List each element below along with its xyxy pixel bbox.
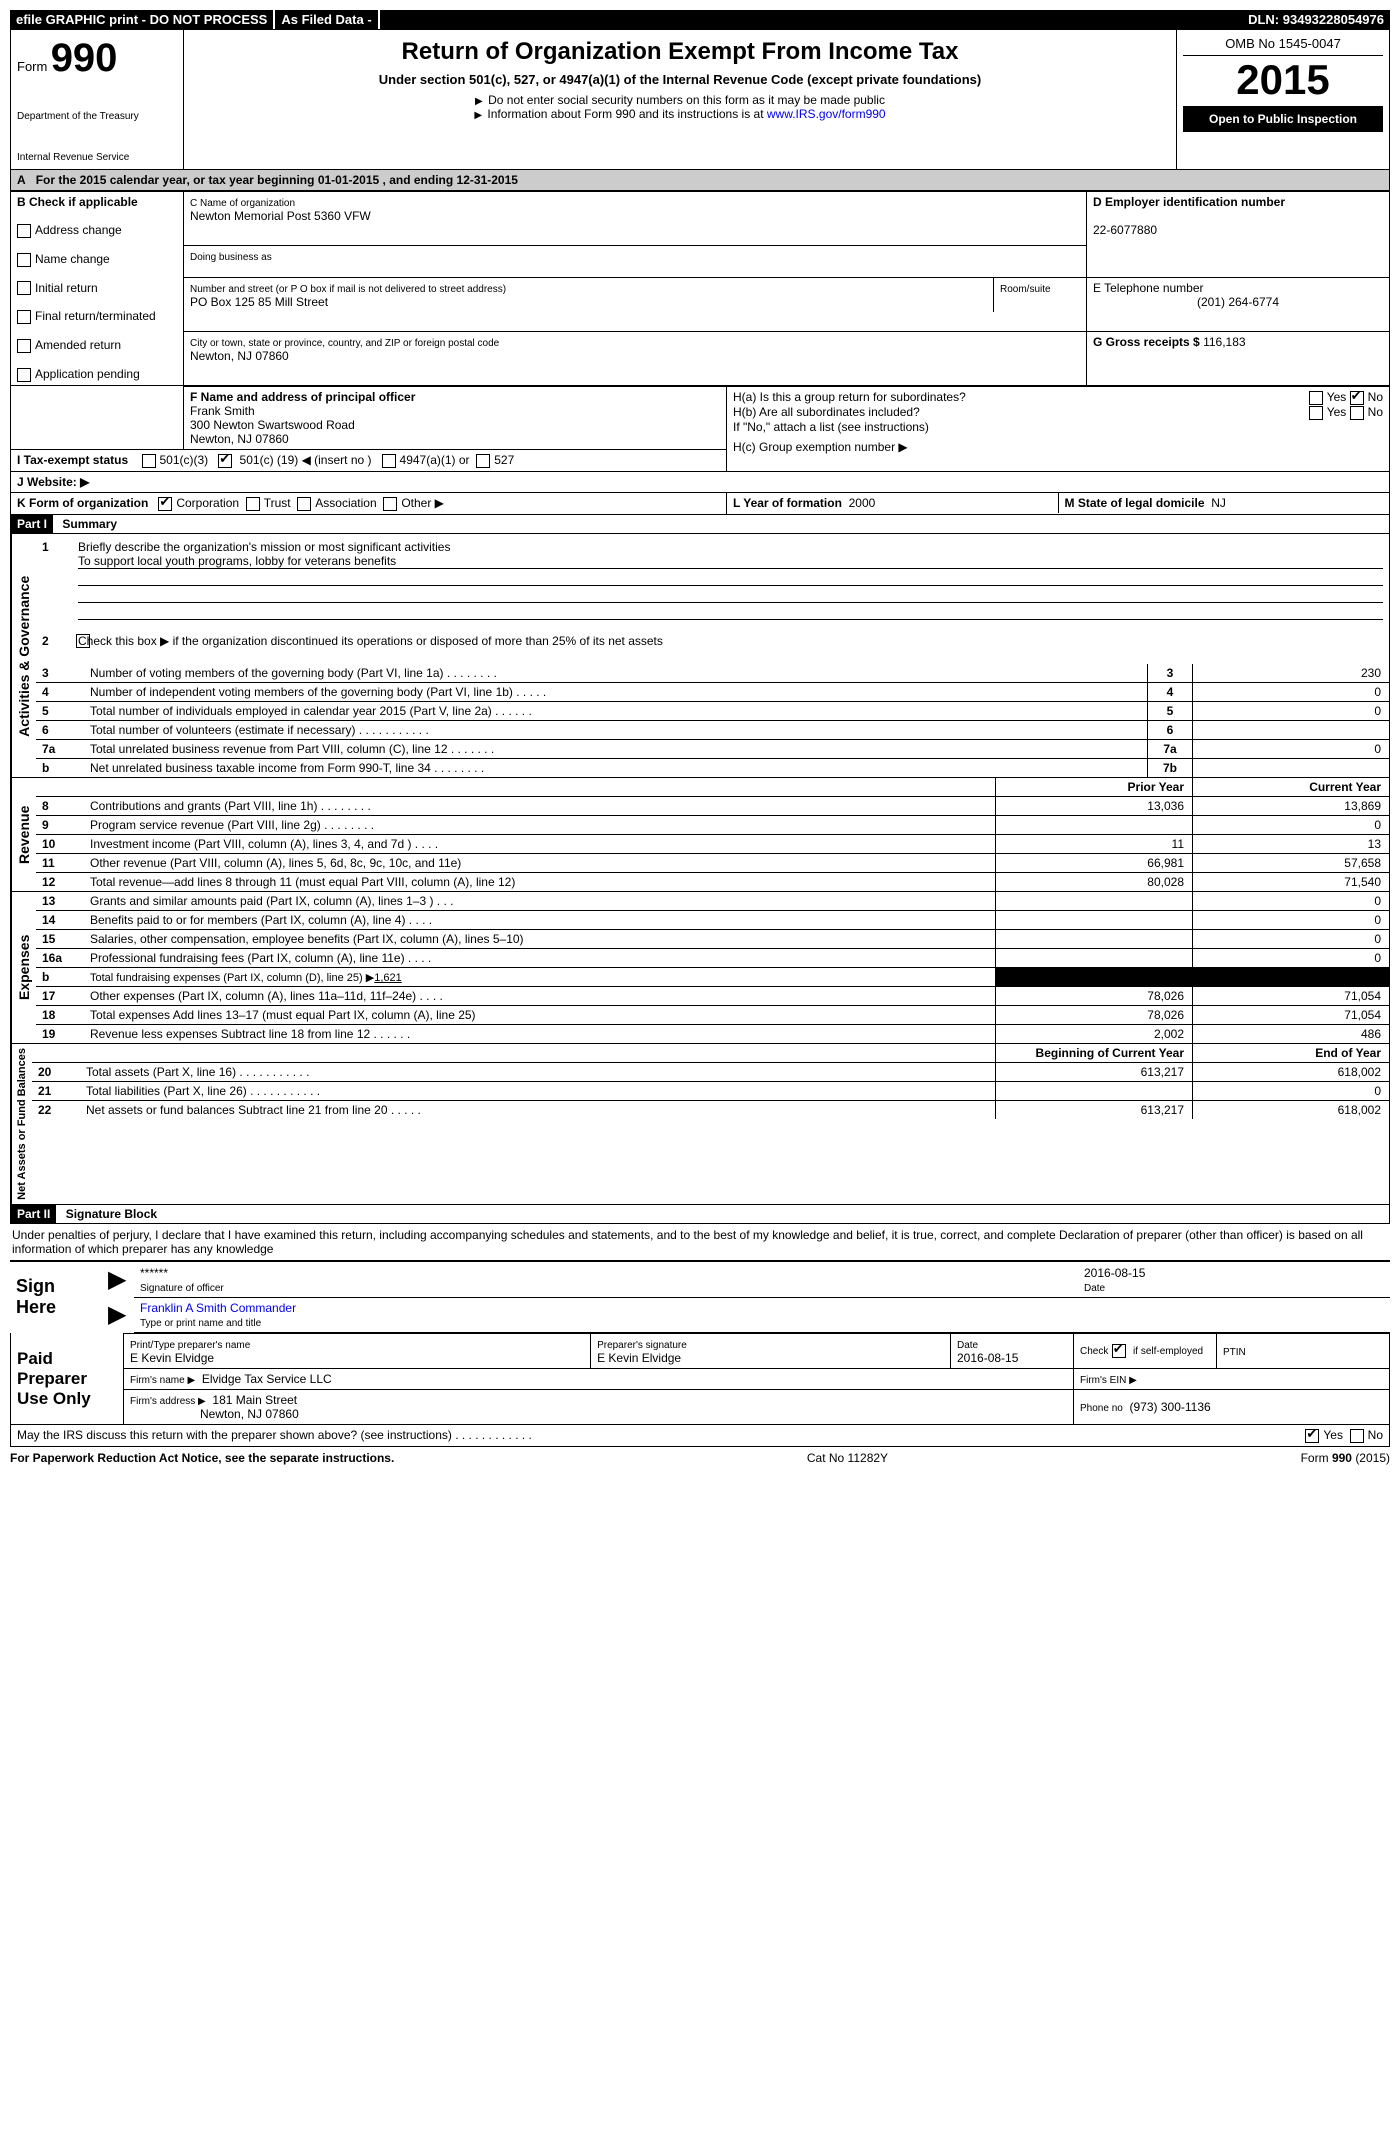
netasset-line: 20Total assets (Part X, line 16) . . . .… xyxy=(32,1063,1389,1082)
checkbox[interactable] xyxy=(1350,1429,1364,1443)
form-header: Form 990 Department of the Treasury Inte… xyxy=(10,29,1390,170)
paid-preparer: Paid Preparer Use Only Print/Type prepar… xyxy=(10,1333,1390,1425)
checkbox[interactable] xyxy=(1305,1429,1319,1443)
efile-notice: efile GRAPHIC print - DO NOT PROCESS xyxy=(10,10,275,29)
gov-line: bNet unrelated business taxable income f… xyxy=(36,759,1389,777)
checkbox[interactable] xyxy=(142,454,156,468)
as-filed: As Filed Data - xyxy=(275,10,379,29)
dba: Doing business as xyxy=(184,245,1087,277)
section-b: B Check if applicable Address change Nam… xyxy=(11,192,184,386)
part-ii-header: Part II Signature Block xyxy=(10,1205,1390,1224)
title-box: Return of Organization Exempt From Incom… xyxy=(184,30,1177,169)
checkbox[interactable] xyxy=(1309,406,1323,420)
net-assets-section: Net Assets or Fund Balances Beginning of… xyxy=(10,1044,1390,1205)
checkbox[interactable] xyxy=(218,454,232,468)
perjury-statement: Under penalties of perjury, I declare th… xyxy=(10,1224,1390,1260)
checkbox[interactable] xyxy=(246,497,260,511)
end-year-header: End of Year xyxy=(1192,1044,1389,1062)
checkbox[interactable] xyxy=(1350,406,1364,420)
section-f: F Name and address of principal officer … xyxy=(184,386,727,449)
expense-line: 14Benefits paid to or for members (Part … xyxy=(36,911,1389,930)
expense-line: 17Other expenses (Part IX, column (A), l… xyxy=(36,987,1389,1006)
form-title: Return of Organization Exempt From Incom… xyxy=(190,38,1170,66)
checkbox[interactable] xyxy=(76,634,90,648)
section-i: I Tax-exempt status 501(c)(3) 501(c) (19… xyxy=(11,449,727,471)
revenue-section: Revenue Prior Year Current Year 8Contrib… xyxy=(10,778,1390,892)
year-box: OMB No 1545-0047 2015 Open to Public Ins… xyxy=(1177,30,1389,169)
section-h: H(a) Is this a group return for subordin… xyxy=(727,386,1390,471)
checkbox[interactable] xyxy=(1112,1344,1126,1358)
arrow-icon xyxy=(474,107,484,121)
checkbox[interactable] xyxy=(382,454,396,468)
expense-line: 13Grants and similar amounts paid (Part … xyxy=(36,892,1389,911)
netasset-line: 21Total liabilities (Part X, line 26) . … xyxy=(32,1082,1389,1101)
part-i-header: Part I Summary xyxy=(10,515,1390,534)
sign-here: Sign Here ▶ ****** Signature of officer … xyxy=(10,1260,1390,1333)
activities-governance: Activities & Governance 1 Briefly descri… xyxy=(10,534,1390,779)
gov-line: 7aTotal unrelated business revenue from … xyxy=(36,740,1389,759)
section-c-addr: Number and street (or P O box if mail is… xyxy=(184,278,1087,332)
gov-line: 4Number of independent voting members of… xyxy=(36,683,1389,702)
section-c-name: C Name of organization Newton Memorial P… xyxy=(184,192,1087,246)
revenue-line: 11Other revenue (Part VIII, column (A), … xyxy=(36,854,1389,873)
expense-line: bTotal fundraising expenses (Part IX, co… xyxy=(36,968,1389,987)
beginning-year-header: Beginning of Current Year xyxy=(995,1044,1192,1062)
expense-line: 19Revenue less expenses Subtract line 18… xyxy=(36,1025,1389,1043)
gov-line: 6Total number of volunteers (estimate if… xyxy=(36,721,1389,740)
current-year-header: Current Year xyxy=(1192,778,1389,796)
irs-link[interactable]: www.IRS.gov/form990 xyxy=(767,107,886,121)
section-k: K Form of organization Corporation Trust… xyxy=(11,492,727,514)
checkbox[interactable] xyxy=(17,310,31,324)
dln: DLN: 93493228054976 xyxy=(1242,10,1390,29)
revenue-line: 8Contributions and grants (Part VIII, li… xyxy=(36,797,1389,816)
section-g: G Gross receipts $ 116,183 xyxy=(1087,332,1390,386)
checkbox[interactable] xyxy=(1350,391,1364,405)
signature-stars: ****** xyxy=(140,1266,168,1280)
section-c-city: City or town, state or province, country… xyxy=(184,332,1087,386)
checkbox[interactable] xyxy=(297,497,311,511)
expense-line: 16aProfessional fundraising fees (Part I… xyxy=(36,949,1389,968)
officer-sign-date: 2016-08-15 xyxy=(1084,1266,1145,1280)
officer-typed-name[interactable]: Franklin A Smith Commander xyxy=(140,1301,296,1315)
gov-line: 3Number of voting members of the governi… xyxy=(36,664,1389,683)
prior-year-header: Prior Year xyxy=(995,778,1192,796)
checkbox[interactable] xyxy=(17,368,31,382)
form-number-box: Form 990 Department of the Treasury Inte… xyxy=(11,30,184,169)
form-990: 990 xyxy=(51,36,118,80)
gov-line: 5Total number of individuals employed in… xyxy=(36,702,1389,721)
expense-line: 18Total expenses Add lines 13–17 (must e… xyxy=(36,1006,1389,1025)
netasset-line: 22Net assets or fund balances Subtract l… xyxy=(32,1101,1389,1119)
section-d: D Employer identification number 22-6077… xyxy=(1087,192,1390,278)
top-bar: efile GRAPHIC print - DO NOT PROCESS As … xyxy=(10,10,1390,29)
mission-text: To support local youth programs, lobby f… xyxy=(78,554,1383,569)
checkbox[interactable] xyxy=(383,497,397,511)
checkbox[interactable] xyxy=(1309,391,1323,405)
fh-block: F Name and address of principal officer … xyxy=(10,386,1390,515)
checkbox[interactable] xyxy=(17,339,31,353)
revenue-line: 9Program service revenue (Part VIII, lin… xyxy=(36,816,1389,835)
checkbox[interactable] xyxy=(476,454,490,468)
row-a: A For the 2015 calendar year, or tax yea… xyxy=(10,170,1390,191)
revenue-line: 10Investment income (Part VIII, column (… xyxy=(36,835,1389,854)
checkbox[interactable] xyxy=(17,224,31,238)
checkbox[interactable] xyxy=(17,281,31,295)
expense-line: 15Salaries, other compensation, employee… xyxy=(36,930,1389,949)
checkbox[interactable] xyxy=(17,253,31,267)
revenue-line: 12Total revenue—add lines 8 through 11 (… xyxy=(36,873,1389,891)
expenses-section: Expenses 13Grants and similar amounts pa… xyxy=(10,892,1390,1044)
page-footer: For Paperwork Reduction Act Notice, see … xyxy=(10,1451,1390,1465)
arrow-icon xyxy=(475,93,485,107)
section-e: E Telephone number (201) 264-6774 xyxy=(1087,278,1390,332)
checkbox[interactable] xyxy=(158,497,172,511)
section-j: J Website: ▶ xyxy=(11,471,1390,492)
identity-block: B Check if applicable Address change Nam… xyxy=(10,191,1390,386)
discuss-row: May the IRS discuss this return with the… xyxy=(10,1425,1390,1447)
